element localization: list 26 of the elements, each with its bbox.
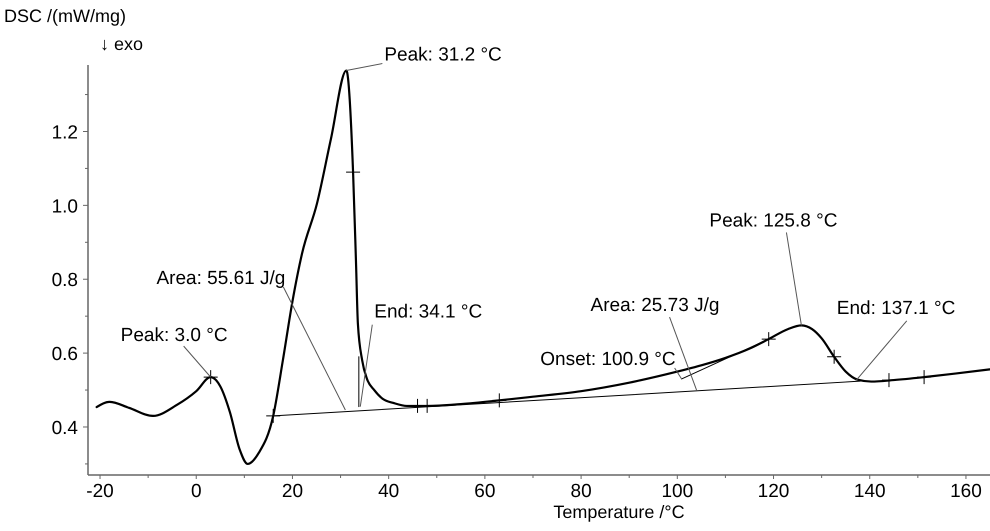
y-tick-label: 0.8 [52,270,78,292]
y-tick-label: 0.6 [52,344,78,366]
x-tick-label: -20 [86,481,114,502]
annotation: Peak: 125.8 °C [709,210,838,232]
x-tick-label: 0 [190,481,202,502]
y-axis-title: DSC /(mW/mg) [4,6,126,26]
annotation: End: 137.1 °C [836,298,956,319]
y-tick-label: 1.0 [52,196,78,218]
x-tick-label: 40 [378,481,400,502]
annotation: Peak: 31.2 °C [384,44,502,66]
annotation: Area: 25.73 J/g [590,295,720,316]
annotation: End: 34.1 °C [374,302,482,323]
x-tick-label: 160 [950,481,982,502]
x-tick-label: 140 [854,481,886,502]
x-tick-label: 100 [661,481,694,502]
annotation: Peak: 3.0 °C [120,325,228,346]
text: ↓ exo [100,34,144,54]
annotation: Onset: 100.9 °C [540,348,676,370]
x-tick-label: 80 [570,481,592,502]
x-tick-label: 120 [758,481,790,502]
x-tick-label: 20 [282,481,304,502]
x-tick-label: 60 [474,481,496,502]
annotation: Area: 55.61 J/g [156,268,286,289]
y-tick-label: 1.2 [52,122,78,144]
y-tick-label: 0.4 [52,418,78,439]
x-axis-title: Temperature /°C [553,502,685,522]
